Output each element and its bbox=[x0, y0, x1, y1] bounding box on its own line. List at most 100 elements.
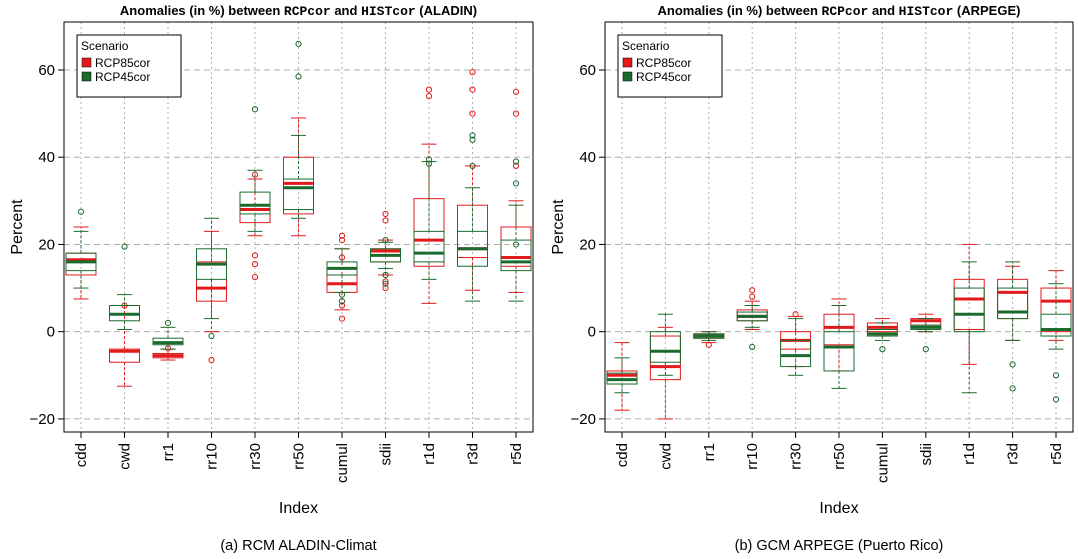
chart-title-part: HISTcor bbox=[361, 4, 416, 19]
outlier-point bbox=[705, 341, 712, 348]
xtick-label: r5d bbox=[1048, 443, 1065, 465]
outlier-point bbox=[208, 356, 215, 364]
ytick-label: 20 bbox=[579, 236, 596, 253]
outlier-point bbox=[208, 332, 215, 340]
xtick-label: r1d bbox=[961, 443, 978, 465]
outlier-point bbox=[338, 232, 346, 239]
outlier-point bbox=[295, 73, 302, 80]
panel-aladin: Anomalies (in %) between RCPcor and HIST… bbox=[9, 3, 534, 554]
box-iqr bbox=[239, 191, 271, 215]
outlier-point bbox=[1052, 396, 1060, 403]
outlier-point bbox=[338, 298, 346, 305]
y-axis-label: Percent bbox=[9, 199, 26, 255]
legend-box bbox=[617, 34, 723, 98]
xtick-label: sdii bbox=[918, 443, 935, 466]
outlier-point bbox=[512, 162, 520, 170]
chart-title: Anomalies (in %) between RCPcor and HIST… bbox=[120, 3, 477, 19]
box-iqr bbox=[109, 348, 140, 363]
xtick-label: r5d bbox=[508, 443, 525, 465]
box-iqr bbox=[283, 156, 314, 215]
xtick-label: rr1 bbox=[160, 443, 177, 461]
outlier-point bbox=[512, 88, 520, 95]
outlier-point bbox=[512, 110, 520, 117]
panel-arpege: Anomalies (in %) between RCPcor and HIST… bbox=[550, 3, 1074, 554]
box-RCP45cor-cwd bbox=[649, 313, 681, 376]
outlier-point bbox=[251, 252, 259, 259]
x-axis-label: Index bbox=[279, 500, 318, 517]
outlier-point bbox=[338, 291, 346, 298]
ytick-label: 20 bbox=[38, 236, 55, 253]
outlier-point bbox=[382, 236, 389, 244]
outlier-point bbox=[469, 132, 476, 139]
outlier-point bbox=[1009, 385, 1016, 392]
xtick-label: cumul bbox=[874, 443, 891, 483]
legend-label: RCP45cor bbox=[636, 70, 691, 84]
box-RCP45cor-rr1 bbox=[152, 319, 184, 350]
ytick-label: −20 bbox=[571, 411, 596, 428]
xtick-label: rr30 bbox=[788, 443, 805, 470]
box-iqr bbox=[953, 287, 985, 333]
y-axis-label: Percent bbox=[550, 199, 567, 255]
xtick-label: cwd bbox=[657, 443, 674, 470]
outlier-point bbox=[382, 280, 389, 287]
box-RCP45cor-r3d bbox=[997, 261, 1029, 392]
outlier-point bbox=[749, 293, 756, 300]
ytick-label: 40 bbox=[579, 149, 596, 166]
outlier-point bbox=[382, 217, 389, 224]
xtick-label: cwd bbox=[117, 443, 134, 470]
outlier-point bbox=[749, 343, 756, 351]
x-axis-label: Index bbox=[819, 500, 858, 517]
ytick-label: 60 bbox=[579, 62, 596, 79]
chart-title-part: and bbox=[331, 3, 361, 18]
outlier-point bbox=[425, 93, 433, 100]
legend-label: RCP45cor bbox=[95, 70, 150, 84]
outlier-point bbox=[425, 160, 433, 167]
outlier-point bbox=[382, 284, 389, 292]
box-RCP45cor-cwd bbox=[109, 243, 140, 330]
legend-swatch bbox=[622, 71, 633, 82]
xtick-label: cdd bbox=[73, 443, 90, 467]
xtick-label: rr10 bbox=[744, 443, 761, 470]
chart-title-part: (ARPEGE) bbox=[953, 3, 1020, 18]
outlier-point bbox=[251, 260, 259, 268]
outlier-point bbox=[1052, 372, 1060, 379]
box-RCP45cor-cumul bbox=[326, 248, 358, 305]
box-RCP45cor-r3d bbox=[457, 132, 488, 302]
xtick-label: r3d bbox=[1005, 443, 1022, 465]
outlier-point bbox=[251, 274, 259, 281]
box-iqr bbox=[500, 239, 532, 272]
box-RCP45cor-r5d bbox=[1040, 283, 1072, 403]
chart-title-part: RCPcor bbox=[822, 4, 869, 19]
box-RCP45cor-rr30 bbox=[239, 106, 271, 232]
outlier-point bbox=[512, 158, 520, 165]
outlier-point bbox=[425, 156, 433, 163]
figure-caption: (a) RCM ALADIN-Climat bbox=[220, 538, 376, 554]
box-iqr bbox=[283, 178, 314, 211]
outlier-point bbox=[251, 106, 259, 113]
xtick-label: cdd bbox=[614, 443, 631, 467]
outlier-point bbox=[382, 271, 389, 279]
legend-box bbox=[76, 34, 182, 98]
ytick-label: 60 bbox=[38, 62, 55, 79]
box-iqr bbox=[1040, 313, 1072, 337]
ytick-label: 0 bbox=[588, 324, 596, 341]
xtick-label: sdii bbox=[378, 443, 395, 466]
box-iqr bbox=[649, 331, 681, 363]
box-RCP45cor-r1d bbox=[953, 261, 985, 394]
xtick-label: rr1 bbox=[701, 443, 718, 461]
chart-title-part: (ALADIN) bbox=[416, 3, 477, 18]
chart-title-part: Anomalies (in %) between bbox=[120, 3, 284, 18]
box-RCP45cor-rr1 bbox=[693, 331, 725, 341]
outlier-point bbox=[425, 86, 433, 93]
box-iqr bbox=[1040, 287, 1072, 333]
xtick-label: rr10 bbox=[204, 443, 221, 470]
outlier-point bbox=[469, 69, 476, 76]
outlier-point bbox=[295, 40, 302, 47]
xtick-label: cumul bbox=[334, 443, 351, 483]
box-RCP45cor-rr10 bbox=[736, 305, 768, 351]
chart-title-part: HISTcor bbox=[899, 4, 954, 19]
outlier-point bbox=[469, 136, 476, 143]
outlier-point bbox=[749, 287, 756, 294]
